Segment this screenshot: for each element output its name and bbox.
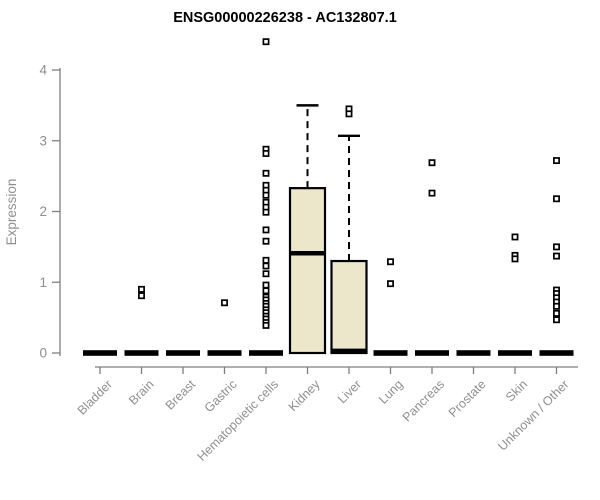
outlier-point xyxy=(262,169,270,177)
box-gastric xyxy=(207,299,242,356)
x-axis-category-label: Kidney xyxy=(286,377,323,414)
outlier-point xyxy=(553,157,560,165)
outlier-point xyxy=(345,110,353,118)
outlier-point xyxy=(387,280,394,288)
box-body xyxy=(288,187,327,355)
outlier-point xyxy=(262,321,270,329)
outlier-point xyxy=(262,287,270,295)
outlier-point xyxy=(262,191,270,199)
flat-zero-bar xyxy=(249,350,283,356)
box-skin xyxy=(498,233,532,356)
flat-zero-bar xyxy=(166,350,200,356)
plot-group xyxy=(83,38,574,356)
outlier-point xyxy=(553,302,560,310)
x-axis-category-label: Skin xyxy=(503,377,530,404)
box-lung xyxy=(373,258,408,356)
box-kidney xyxy=(288,104,327,355)
y-axis-tick-label: 3 xyxy=(39,133,47,148)
outlier-point xyxy=(262,38,270,46)
box-breast xyxy=(166,350,200,356)
box-hematopoietic-cells xyxy=(249,38,283,356)
outlier-point xyxy=(262,150,270,157)
x-axis-category-label: Unknown / Other xyxy=(495,377,571,453)
outlier-point xyxy=(511,233,519,241)
box-pancreas xyxy=(415,159,449,356)
outlier-point xyxy=(262,262,270,270)
flat-zero-bar xyxy=(373,350,408,356)
x-axis-category-label: Hematopoietic cells xyxy=(195,377,282,464)
outlier-point xyxy=(553,309,560,317)
x-axis-category-label: Liver xyxy=(335,377,364,406)
outlier-point xyxy=(262,237,270,245)
box-liver xyxy=(330,105,368,355)
outlier-point xyxy=(262,208,270,216)
outlier-point xyxy=(553,243,560,251)
box-bladder xyxy=(83,350,117,356)
outlier-point xyxy=(553,252,560,260)
outlier-point xyxy=(553,316,560,324)
chart-title: ENSG00000226238 - AC132807.1 xyxy=(173,10,397,26)
outlier-point xyxy=(262,281,270,289)
x-axis-category-label: Pancreas xyxy=(400,377,447,424)
outlier-point xyxy=(428,159,436,167)
outlier-point xyxy=(138,292,145,300)
outlier-point xyxy=(511,255,519,263)
y-axis-tick-label: 4 xyxy=(39,63,47,78)
outlier-point xyxy=(262,270,270,278)
outlier-point xyxy=(428,189,436,197)
outlier-point xyxy=(138,285,145,293)
outlier-point xyxy=(387,258,394,266)
box-unknown-other xyxy=(539,157,574,356)
box-brain xyxy=(124,285,159,356)
flat-zero-bar xyxy=(498,350,532,356)
x-axis-category-label: Lung xyxy=(376,377,406,407)
x-axis-category-label: Brain xyxy=(126,377,157,408)
box-prostate xyxy=(456,350,491,356)
flat-zero-bar xyxy=(83,350,117,356)
x-axis-category-label: Gastric xyxy=(202,377,240,415)
y-axis-tick-label: 1 xyxy=(39,275,47,290)
y-axis-tick-label: 2 xyxy=(39,204,47,219)
flat-zero-bar xyxy=(415,350,449,356)
flat-zero-bar xyxy=(207,350,242,356)
flat-zero-bar xyxy=(539,350,574,356)
outlier-point xyxy=(262,256,270,264)
outlier-point xyxy=(262,226,270,234)
x-axis-category-label: Breast xyxy=(163,377,199,413)
box-body xyxy=(330,259,368,355)
y-axis-tick-label: 0 xyxy=(39,346,47,361)
flat-zero-bar xyxy=(124,350,159,356)
y-axis-title: Expression xyxy=(4,179,19,246)
outlier-point xyxy=(221,299,228,307)
x-axis-category-label: Prostate xyxy=(446,377,489,420)
x-axis-category-label: Bladder xyxy=(75,377,115,417)
outlier-point xyxy=(553,195,560,203)
flat-zero-bar xyxy=(456,350,491,356)
